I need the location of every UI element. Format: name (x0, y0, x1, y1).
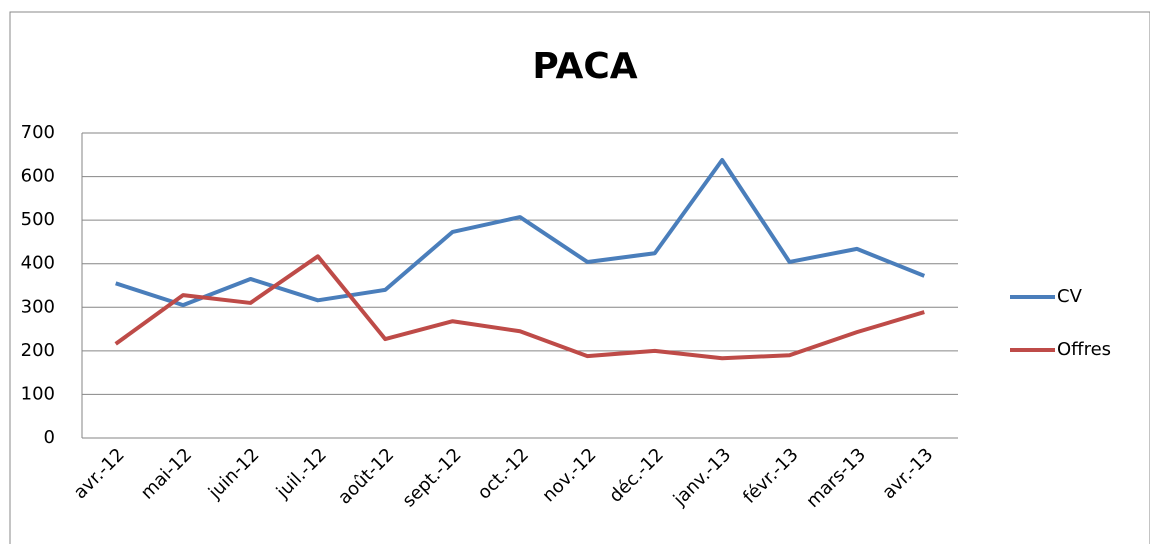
legend-label: CV (1057, 286, 1083, 307)
y-tick-label: 700 (21, 122, 55, 143)
y-tick-label: 100 (21, 383, 55, 404)
y-tick-label: 400 (21, 253, 55, 274)
legend-label: Offres (1057, 339, 1111, 360)
series-line (115, 158, 926, 308)
chart-border (9, 11, 1150, 544)
y-tick-label: 600 (21, 166, 55, 187)
y-tick-label: 200 (21, 340, 55, 361)
series-line (114, 254, 925, 361)
y-tick-label: 300 (21, 296, 55, 317)
y-tick-label: 500 (21, 209, 55, 230)
chart-title: PACA (532, 46, 637, 87)
y-tick-label: 0 (44, 427, 55, 448)
